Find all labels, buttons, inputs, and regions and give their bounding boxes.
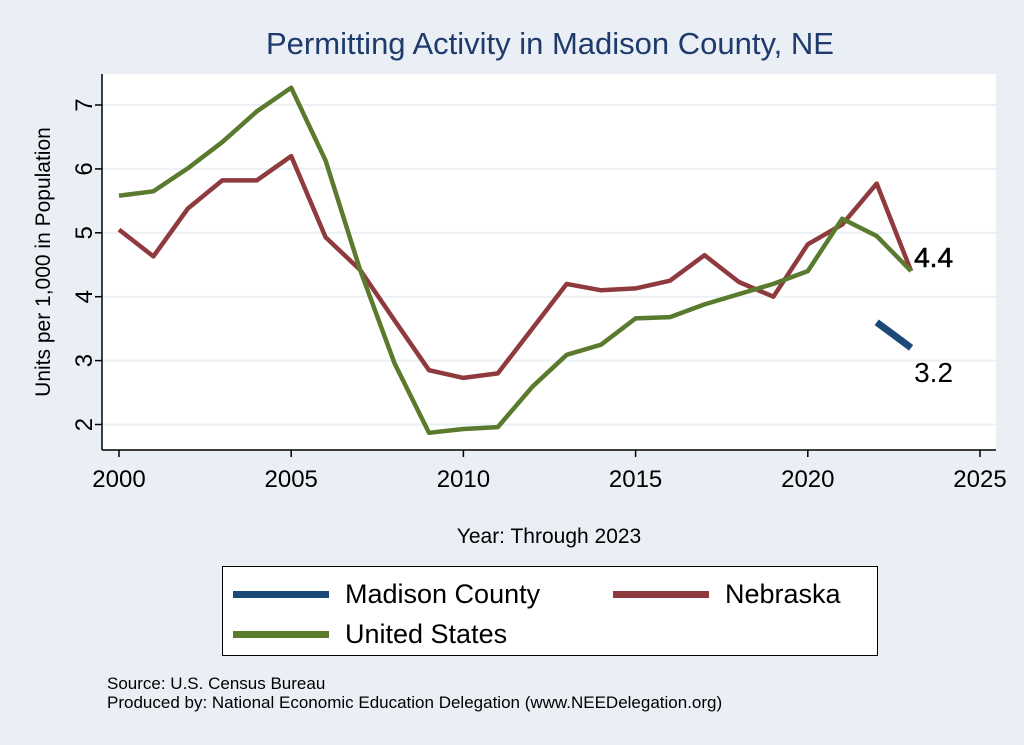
data-point-nebraska-2017 [702, 253, 706, 257]
source-note: Source: U.S. Census Bureau [107, 674, 326, 693]
data-point-united-states-2012 [530, 385, 534, 389]
legend-item-united-states: United States [233, 619, 507, 649]
data-point-nebraska-2013 [565, 282, 569, 286]
y-tick-label-4: 4 [71, 290, 98, 303]
data-point-united-states-2017 [702, 302, 706, 306]
axes-layer: 2 3 4 5 6 7 2000 2005 2010 2015 2020 2025 [71, 74, 1007, 493]
grid-layer [102, 104, 996, 426]
data-point-united-states-2008 [393, 361, 397, 365]
data-point-nebraska-2015 [634, 286, 638, 290]
data-point-united-states-2001 [151, 189, 155, 193]
data-point-united-states-2014 [599, 343, 603, 347]
footer: Source: U.S. Census Bureau Produced by: … [107, 674, 722, 712]
x-axis-title: Year: Through 2023 [457, 525, 642, 548]
x-tick-label-2005: 2005 [265, 466, 318, 493]
y-tick-label-5: 5 [71, 226, 98, 239]
data-point-nebraska-2022 [875, 182, 879, 186]
data-point-united-states-2023 [909, 269, 913, 273]
x-tick-label-2015: 2015 [609, 466, 662, 493]
data-point-united-states-2016 [668, 315, 672, 319]
data-point-nebraska-2002 [186, 207, 190, 211]
data-point-united-states-2003 [220, 140, 224, 144]
data-point-nebraska-2001 [151, 254, 155, 258]
data-point-nebraska-2003 [220, 178, 224, 182]
labels-layer: 4.4 3.2 [914, 242, 954, 388]
x-tick-label-2010: 2010 [437, 466, 490, 493]
data-point-united-states-2002 [186, 166, 190, 170]
data-point-united-states-2019 [771, 282, 775, 286]
data-point-nebraska-2019 [771, 295, 775, 299]
data-point-united-states-2013 [565, 353, 569, 357]
legend-item-nebraska: Nebraska [613, 579, 841, 609]
series-line-united-states [118, 85, 913, 436]
series-layer [117, 85, 914, 436]
data-point-nebraska-2004 [255, 178, 259, 182]
x-tick-label-2025: 2025 [953, 466, 1006, 493]
x-tick-label-2000: 2000 [92, 466, 145, 493]
data-point-united-states-2022 [875, 234, 879, 238]
end-label-madison-county: 3.2 [914, 357, 953, 388]
data-point-nebraska-2009 [427, 368, 431, 372]
data-point-united-states-2018 [737, 292, 741, 296]
y-axis-title: Units per 1,000 in Population [32, 127, 55, 397]
data-point-nebraska-2016 [668, 279, 672, 283]
data-point-nebraska-2000 [117, 228, 121, 232]
data-point-nebraska-2005 [289, 154, 293, 158]
legend-swatch-united-states [233, 630, 329, 638]
data-point-nebraska-2011 [496, 371, 500, 375]
data-point-united-states-2010 [461, 427, 465, 431]
series-line-nebraska [117, 153, 914, 381]
y-tick-label-6: 6 [71, 162, 98, 175]
data-point-united-states-2007 [358, 268, 362, 272]
data-point-nebraska-2018 [737, 280, 741, 284]
data-point-united-states-2021 [840, 217, 844, 221]
series-line-madison-county [874, 319, 914, 351]
x-tick-label-2020: 2020 [781, 466, 834, 493]
data-point-united-states-2015 [634, 316, 638, 320]
plot-area [102, 74, 996, 450]
legend-swatch-nebraska [613, 590, 709, 598]
y-tick-label-2: 2 [71, 418, 98, 431]
data-point-nebraska-2020 [806, 242, 810, 246]
legend: Madison County Nebraska United States [222, 566, 878, 656]
data-point-madison-county-2022 [875, 320, 879, 324]
data-point-nebraska-2012 [530, 327, 534, 331]
data-point-united-states-2000 [117, 194, 121, 198]
end-label-nebraska: 4.4 [914, 242, 953, 273]
data-point-nebraska-2014 [599, 288, 603, 292]
data-point-united-states-2006 [324, 159, 328, 163]
y-tick-label-3: 3 [71, 354, 98, 367]
chart-title: Permitting Activity in Madison County, N… [266, 26, 834, 61]
legend-label-madison-county: Madison County [345, 578, 541, 609]
legend-label-united-states: United States [345, 618, 508, 649]
data-point-united-states-2005 [289, 86, 293, 90]
legend-swatch-madison-county [233, 590, 329, 598]
data-point-united-states-2004 [255, 109, 259, 113]
data-point-united-states-2009 [427, 431, 431, 435]
data-point-united-states-2020 [806, 269, 810, 273]
legend-item-madison-county: Madison County [233, 579, 540, 609]
data-point-nebraska-2010 [461, 376, 465, 380]
data-point-nebraska-2006 [324, 235, 328, 239]
produced-by-note: Produced by: National Economic Education… [107, 693, 723, 712]
data-point-nebraska-2008 [393, 318, 397, 322]
legend-label-nebraska: Nebraska [725, 578, 841, 609]
y-tick-label-7: 7 [71, 98, 98, 111]
data-point-madison-county-2023 [909, 346, 913, 350]
data-point-united-states-2011 [496, 425, 500, 429]
